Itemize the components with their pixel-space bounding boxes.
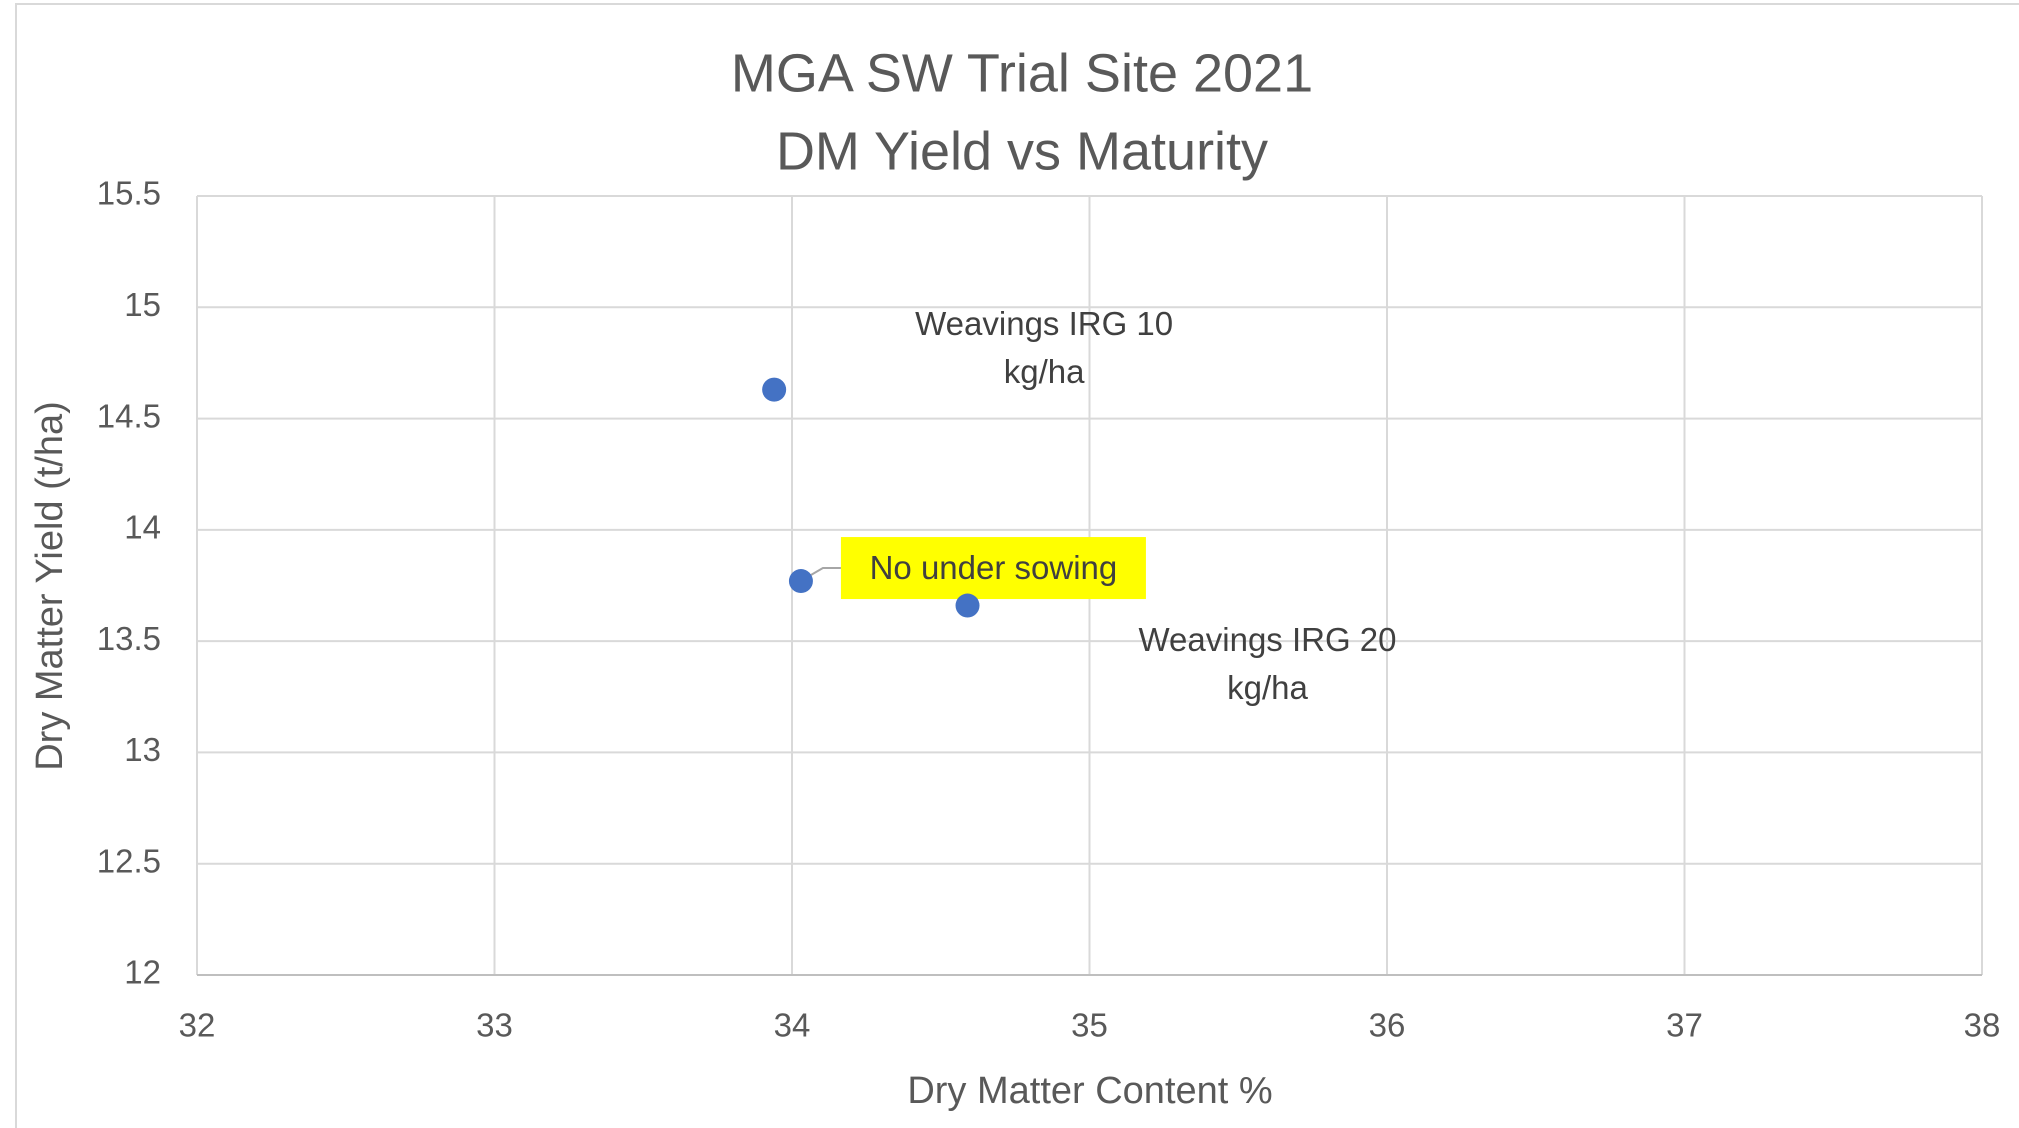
y-tick-label: 15 bbox=[124, 286, 161, 323]
x-tick-label: 38 bbox=[1964, 1007, 2001, 1044]
y-tick-label: 13.5 bbox=[97, 620, 161, 657]
x-axis-title: Dry Matter Content % bbox=[907, 1070, 1272, 1112]
y-tick-label: 12.5 bbox=[97, 842, 161, 879]
y-tick-label: 13 bbox=[124, 731, 161, 768]
x-tick-label: 33 bbox=[476, 1007, 513, 1044]
chart-title: DM Yield vs Maturity bbox=[776, 121, 1268, 181]
point-label-box: Weavings IRG 10 kg/ha bbox=[915, 304, 1174, 390]
y-tick-label: 12 bbox=[124, 954, 161, 991]
point-label-box: Weavings IRG 20 kg/ha bbox=[1138, 620, 1397, 706]
point-label: No under sowing bbox=[869, 549, 1118, 587]
y-tick-label: 14 bbox=[124, 509, 161, 546]
x-tick-label: 32 bbox=[179, 1007, 216, 1044]
x-tick-label: 37 bbox=[1666, 1007, 1703, 1044]
point-label-box: No under sowing bbox=[869, 549, 1118, 587]
y-tick-label: 14.5 bbox=[97, 397, 161, 434]
leader-line bbox=[810, 567, 841, 576]
point bbox=[955, 593, 980, 618]
x-tick-label: 35 bbox=[1071, 1007, 1108, 1044]
point-label: Weavings IRG 20 kg/ha bbox=[1138, 620, 1397, 706]
point bbox=[762, 377, 787, 402]
point bbox=[788, 569, 813, 594]
x-tick-label: 34 bbox=[774, 1007, 811, 1044]
chart-border bbox=[15, 3, 2019, 1128]
y-tick-label: 15.5 bbox=[97, 175, 161, 212]
label-highlight bbox=[840, 537, 1146, 600]
x-tick-label: 36 bbox=[1369, 1007, 1406, 1044]
y-axis-title: Dry Matter Yield (t/ha) bbox=[29, 401, 71, 771]
point-label: Weavings IRG 10 kg/ha bbox=[915, 304, 1174, 390]
chart-title: MGA SW Trial Site 2021 bbox=[731, 43, 1313, 103]
